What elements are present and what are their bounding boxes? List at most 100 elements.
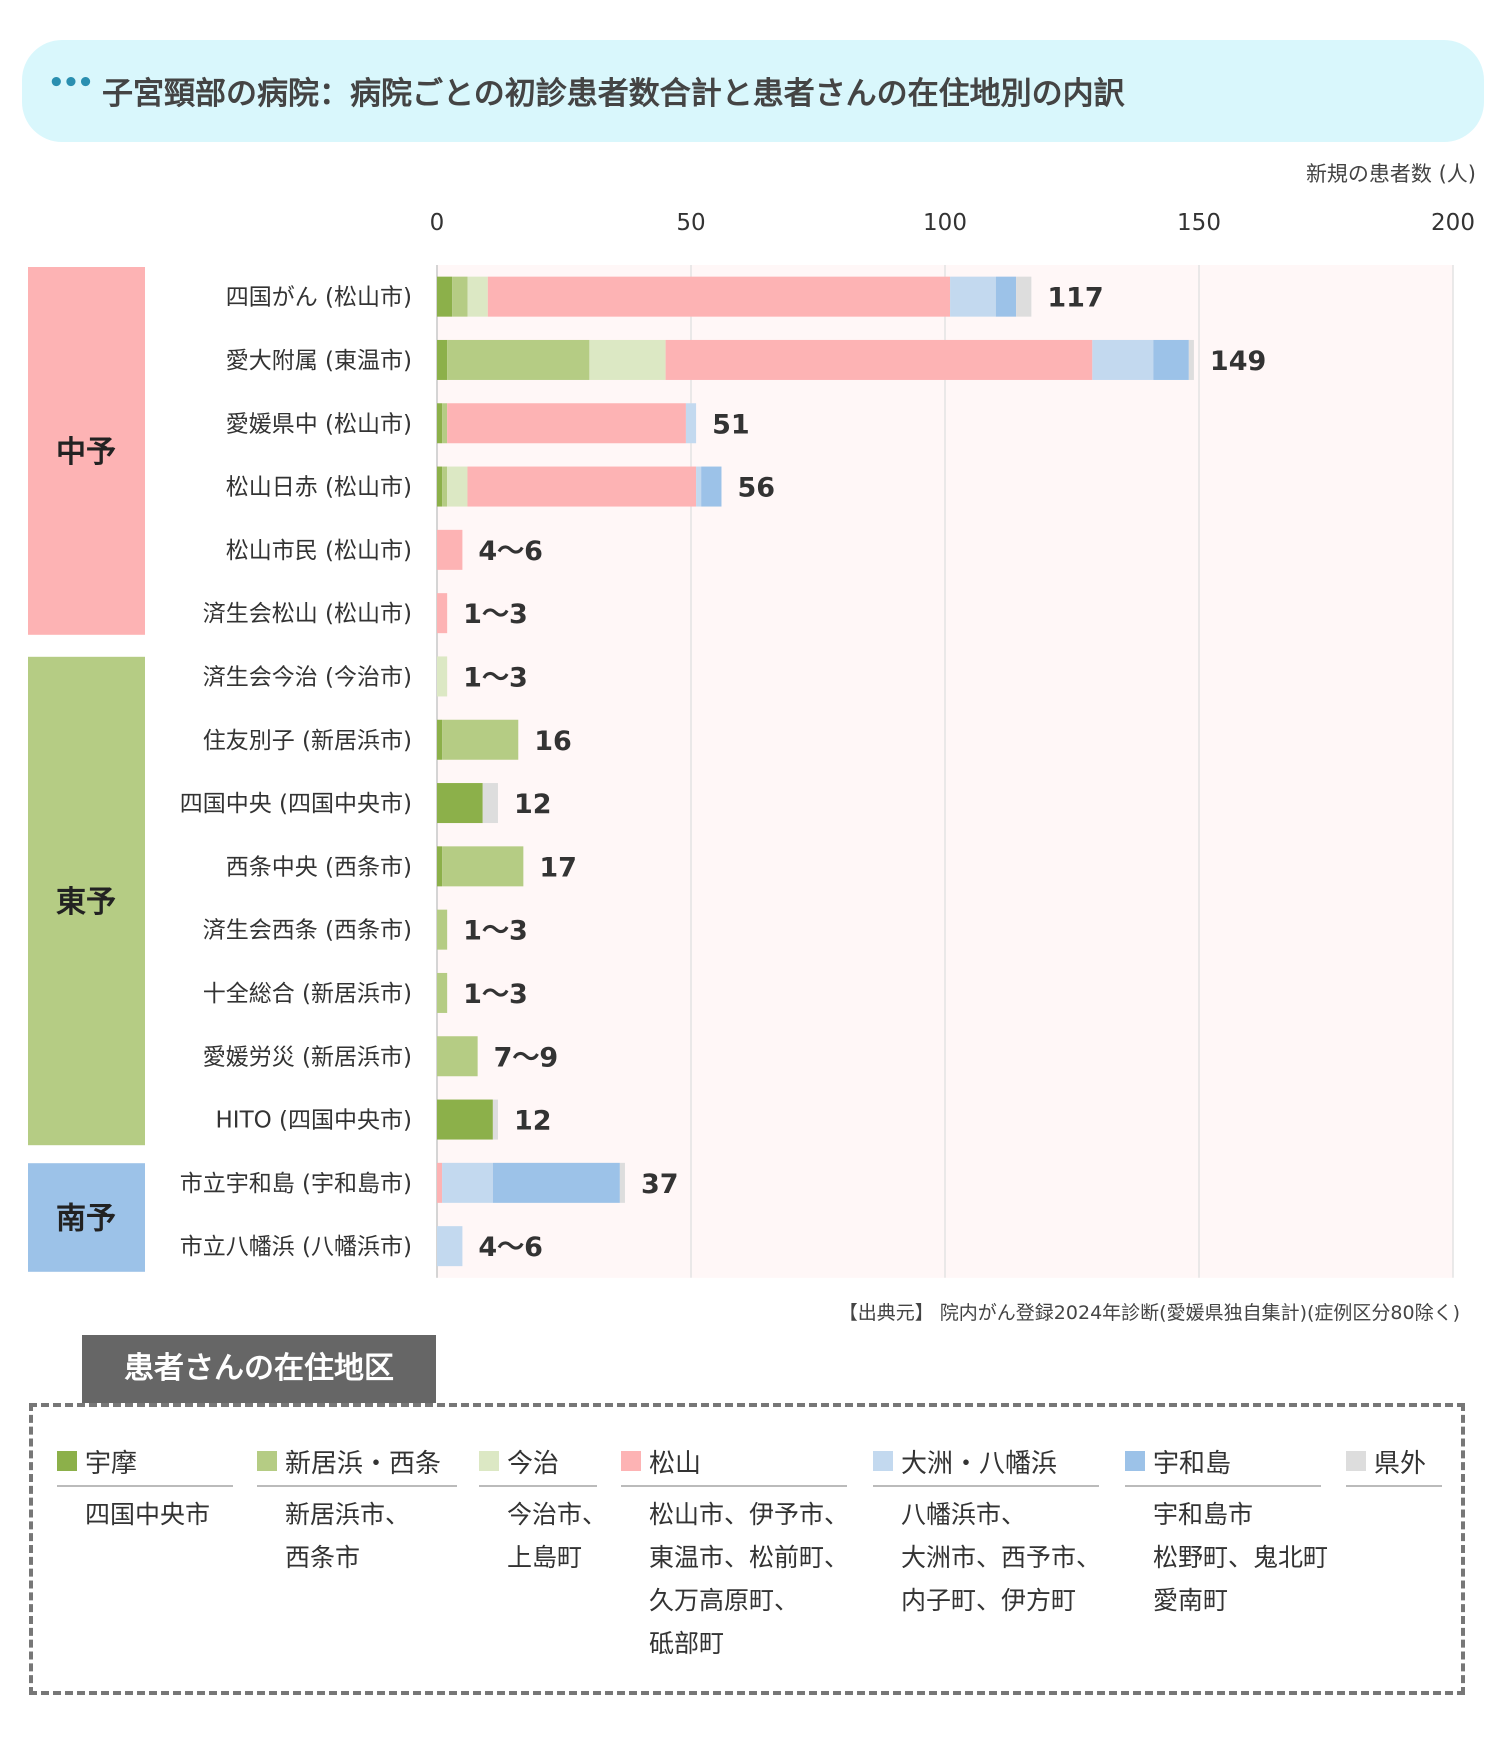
bar-segment bbox=[619, 1162, 625, 1203]
legend-swatch bbox=[57, 1451, 77, 1471]
legend-item: 宇摩 四国中央市 bbox=[57, 1443, 233, 1536]
legend-swatch bbox=[479, 1451, 499, 1471]
bar-total-label: 1～3 bbox=[463, 979, 528, 1010]
x-tick-label: 150 bbox=[1177, 210, 1221, 236]
legend-area-line: 東温市、松前町、 bbox=[649, 1543, 850, 1572]
bar-total-label: 1～3 bbox=[463, 662, 528, 693]
legend-area-line: 四国中央市 bbox=[85, 1500, 211, 1529]
legend-swatch bbox=[621, 1451, 641, 1471]
legend-area-line: 新居浜市、 bbox=[285, 1500, 411, 1529]
legend-item-areas: 今治市、 上島町 bbox=[479, 1487, 608, 1579]
bar-segment bbox=[437, 909, 448, 950]
legend-item-header: 大洲・八幡浜 bbox=[873, 1443, 1099, 1487]
bar-segment bbox=[442, 1162, 493, 1203]
x-tick-label: 50 bbox=[676, 210, 705, 236]
bar-segment bbox=[437, 1226, 463, 1267]
hospital-label: 四国がん (松山市) bbox=[226, 285, 412, 311]
bar-segment bbox=[437, 276, 453, 317]
bar-segment bbox=[1188, 339, 1194, 380]
legend-area-line: 久万高原町、 bbox=[649, 1586, 800, 1615]
legend-item-name: 今治 bbox=[507, 1448, 560, 1479]
bar-segment bbox=[447, 403, 686, 444]
x-tick-label: 100 bbox=[923, 210, 967, 236]
bar-segment bbox=[437, 529, 463, 570]
bar-total-label: 56 bbox=[737, 473, 775, 504]
bar-segment bbox=[442, 466, 448, 507]
legend-item-name: 宇和島 bbox=[1153, 1448, 1232, 1479]
bar-total-label: 12 bbox=[514, 1106, 552, 1137]
legend-area-line: 内子町、伊方町 bbox=[901, 1586, 1077, 1615]
region-band bbox=[28, 656, 145, 1146]
legend-item: 県外 bbox=[1346, 1443, 1442, 1493]
legend-item-name: 新居浜・西条 bbox=[285, 1448, 442, 1479]
source-note: 【出典元】 院内がん登録2024年診断(愛媛県独自集計)(症例区分80除く) bbox=[838, 1302, 1460, 1324]
bar-segment bbox=[437, 719, 443, 760]
bar-total-label: 37 bbox=[641, 1169, 679, 1200]
hospital-label: 済生会西条 (西条市) bbox=[203, 918, 412, 944]
bar-total-label: 12 bbox=[514, 789, 552, 820]
legend-area-line: 今治市、 bbox=[507, 1500, 608, 1529]
bar-segment bbox=[487, 276, 951, 317]
legend-area-line: 愛南町 bbox=[1153, 1586, 1229, 1615]
hospital-label: 市立宇和島 (宇和島市) bbox=[180, 1171, 412, 1197]
bar-total-label: 16 bbox=[534, 726, 572, 757]
bar-segment bbox=[482, 783, 498, 824]
hospital-label: HITO (四国中央市) bbox=[216, 1108, 413, 1134]
bar-segment bbox=[437, 466, 443, 507]
legend-item-header: 新居浜・西条 bbox=[257, 1443, 457, 1487]
bar-segment bbox=[701, 466, 722, 507]
legend-item-header: 松山 bbox=[621, 1443, 847, 1487]
bar-segment bbox=[1016, 276, 1032, 317]
bar-segment bbox=[437, 1036, 478, 1077]
bar-total-label: 4～6 bbox=[478, 536, 543, 567]
legend-item: 大洲・八幡浜 八幡浜市、 大洲市、西予市、 内子町、伊方町 bbox=[873, 1443, 1102, 1622]
region-label: 中予 bbox=[56, 435, 116, 470]
bar-segment bbox=[442, 846, 524, 887]
legend-title: 患者さんの在住地区 bbox=[82, 1335, 436, 1403]
hospital-label: 愛媛労災 (新居浜市) bbox=[203, 1044, 412, 1070]
region-label: 東予 bbox=[56, 885, 116, 920]
bar-segment bbox=[437, 656, 448, 697]
bar-segment bbox=[447, 466, 468, 507]
legend-item-name: 県外 bbox=[1374, 1448, 1427, 1479]
legend-area-line: 大洲市、西予市、 bbox=[901, 1543, 1102, 1572]
bar-segment bbox=[437, 1162, 443, 1203]
legend-item-name: 宇摩 bbox=[85, 1448, 138, 1479]
bar-segment bbox=[437, 783, 483, 824]
bar-segment bbox=[437, 339, 448, 380]
legend-swatch bbox=[1125, 1451, 1145, 1471]
hospital-label: 済生会今治 (今治市) bbox=[203, 664, 412, 690]
legend-swatch bbox=[873, 1451, 893, 1471]
legend-item-areas bbox=[1346, 1487, 1442, 1493]
legend-area-line: 上島町 bbox=[507, 1543, 583, 1572]
legend-item: 松山 松山市、伊予市、 東温市、松前町、 久万高原町、 砥部町 bbox=[621, 1443, 850, 1665]
bar-segment bbox=[1153, 339, 1189, 380]
bar-segment bbox=[685, 403, 697, 444]
bar-segment bbox=[589, 339, 666, 380]
hospital-label: 愛媛県中 (松山市) bbox=[226, 411, 412, 437]
hospital-label: 西条中央 (西条市) bbox=[226, 854, 412, 880]
bar-segment bbox=[447, 339, 590, 380]
hospital-label: 四国中央 (四国中央市) bbox=[180, 791, 412, 817]
hospital-label: 十全総合 (新居浜市) bbox=[203, 981, 412, 1007]
bar-segment bbox=[950, 276, 996, 317]
bar-segment bbox=[452, 276, 468, 317]
chart-title: 子宮頸部の病院：病院ごとの初診患者数合計と患者さんの在住地別の内訳 bbox=[102, 76, 1125, 112]
hospital-label: 松山日赤 (松山市) bbox=[226, 475, 412, 501]
bar-total-label: 149 bbox=[1210, 346, 1266, 377]
bar-segment bbox=[437, 1099, 493, 1140]
bar-total-label: 1～3 bbox=[463, 599, 528, 630]
title-banner: ••• 子宮頸部の病院：病院ごとの初診患者数合計と患者さんの在住地別の内訳 bbox=[22, 40, 1484, 142]
legend-item: 今治 今治市、 上島町 bbox=[479, 1443, 608, 1579]
legend-area-line: 宇和島市 bbox=[1153, 1500, 1254, 1529]
legend-item-header: 宇摩 bbox=[57, 1443, 233, 1487]
bar-segment bbox=[467, 276, 488, 317]
bar-segment bbox=[437, 593, 448, 634]
legend-swatch bbox=[257, 1451, 277, 1471]
legend-item: 宇和島 宇和島市 松野町、鬼北町 愛南町 bbox=[1125, 1443, 1328, 1622]
more-dots-icon: ••• bbox=[48, 68, 94, 98]
bar-segment bbox=[492, 1162, 620, 1203]
legend-item-areas: 八幡浜市、 大洲市、西予市、 内子町、伊方町 bbox=[873, 1487, 1102, 1622]
legend-item-areas: 松山市、伊予市、 東温市、松前町、 久万高原町、 砥部町 bbox=[621, 1487, 850, 1665]
